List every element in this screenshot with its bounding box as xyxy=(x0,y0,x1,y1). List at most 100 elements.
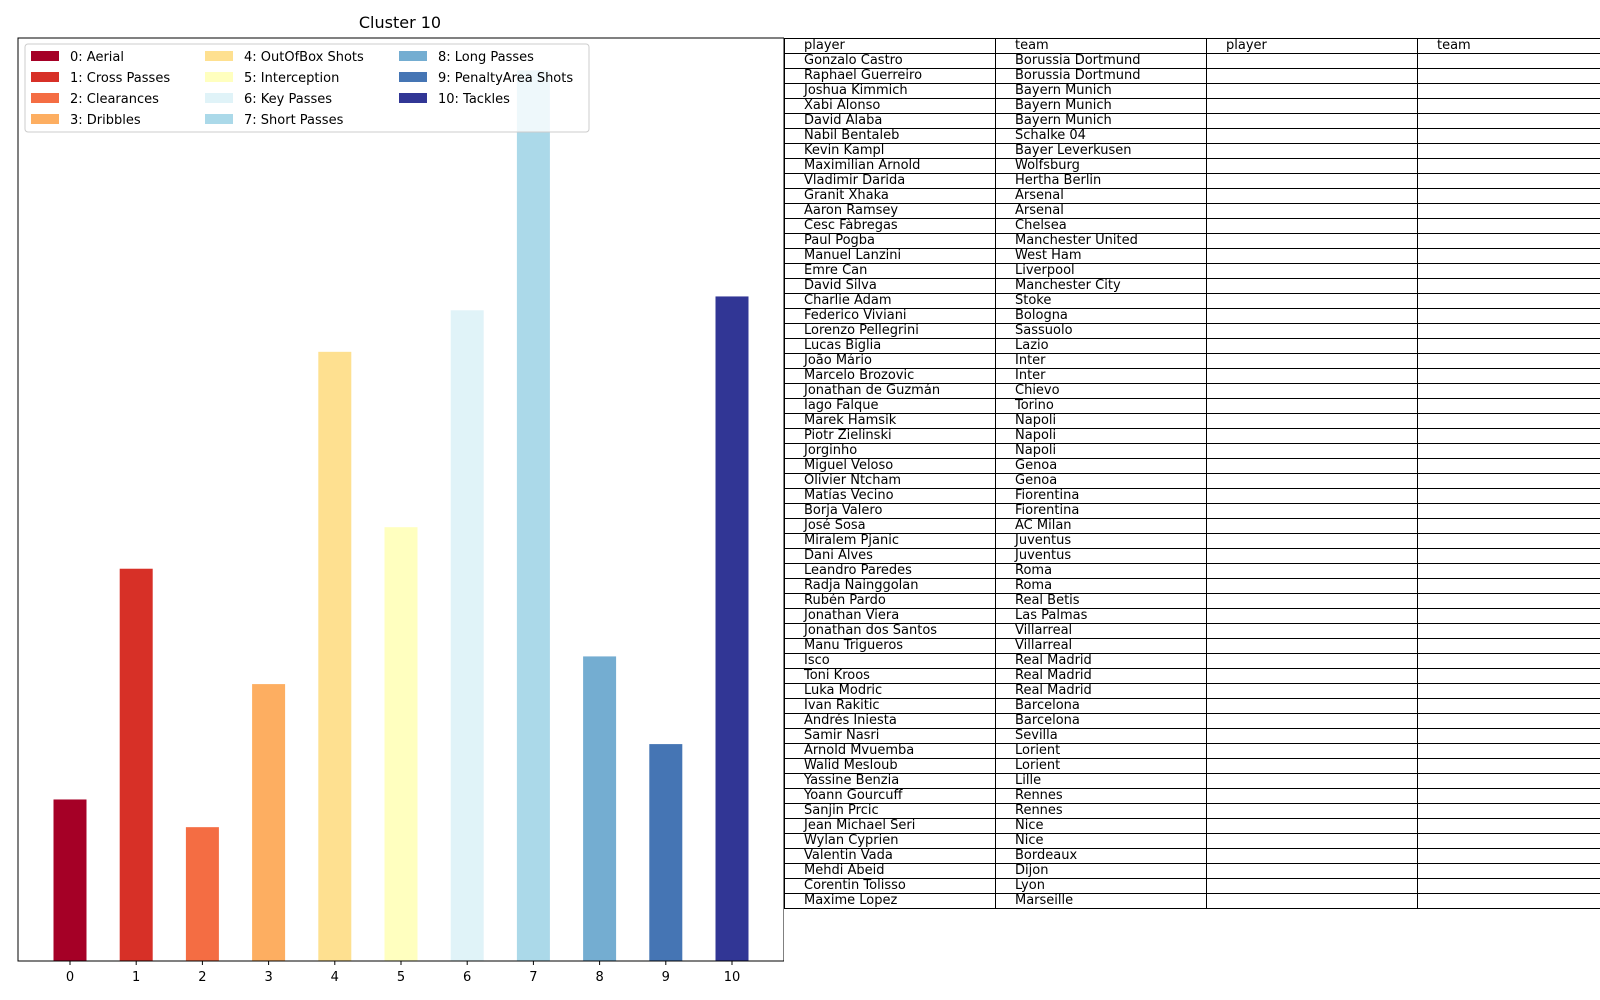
legend-label: 4: OutOfBox Shots xyxy=(244,50,364,65)
empty-cell xyxy=(1206,578,1418,594)
table-row: Charlie Adam Stoke xyxy=(784,293,1600,309)
empty-cell xyxy=(1206,323,1418,339)
table-row: Leandro Paredes Roma xyxy=(784,563,1600,579)
empty-cell xyxy=(1417,443,1600,459)
player-cell: Miguel Veloso xyxy=(784,458,996,474)
player-cell: Aaron Ramsey xyxy=(784,203,996,219)
player-cell: Yoann Gourcuff xyxy=(784,788,996,804)
team-cell: Inter xyxy=(995,368,1207,384)
empty-cell xyxy=(1417,233,1600,249)
empty-cell xyxy=(1206,278,1418,294)
player-table-panel: player team player team Gonzalo Castro Bo… xyxy=(784,38,1600,961)
player-cell: Samir Nasri xyxy=(784,728,996,744)
empty-cell xyxy=(1417,368,1600,384)
empty-cell xyxy=(1206,53,1418,69)
table-row: Gonzalo Castro Borussia Dortmund xyxy=(784,53,1600,69)
legend-label: 1: Cross Passes xyxy=(70,71,170,86)
bar-3 xyxy=(252,684,286,961)
team-cell: Real Madrid xyxy=(995,653,1207,669)
legend-label: 7: Short Passes xyxy=(244,113,344,128)
empty-cell xyxy=(1206,758,1418,774)
legend-swatch xyxy=(205,93,233,103)
team-cell: Fiorentina xyxy=(995,503,1207,519)
empty-cell xyxy=(1206,68,1418,84)
table-row: Miguel Veloso Genoa xyxy=(784,458,1600,474)
table-row: Marcelo Brozovic Inter xyxy=(784,368,1600,384)
empty-cell xyxy=(1417,623,1600,639)
team-cell: Bologna xyxy=(995,308,1207,324)
empty-cell xyxy=(1206,533,1418,549)
player-cell: Yassine Benzia xyxy=(784,773,996,789)
table-row: Nabil Bentaleb Schalke 04 xyxy=(784,128,1600,144)
bar-4 xyxy=(318,351,352,961)
table-row: Toni Kroos Real Madrid xyxy=(784,668,1600,684)
table-row: Lorenzo Pellegrini Sassuolo xyxy=(784,323,1600,339)
team-cell: Chelsea xyxy=(995,218,1207,234)
legend-frame xyxy=(24,43,590,133)
header-team-2: team xyxy=(1417,38,1600,54)
player-cell: Paul Pogba xyxy=(784,233,996,249)
empty-cell xyxy=(1417,413,1600,429)
team-cell: Sassuolo xyxy=(995,323,1207,339)
empty-cell xyxy=(1206,83,1418,99)
table-row: Maximilian Arnold Wolfsburg xyxy=(784,158,1600,174)
legend-swatch xyxy=(205,114,233,124)
empty-cell xyxy=(1206,593,1418,609)
table-row: Valentin Vada Bordeaux xyxy=(784,848,1600,864)
team-cell: Dijon xyxy=(995,863,1207,879)
empty-cell xyxy=(1417,203,1600,219)
empty-cell xyxy=(1206,128,1418,144)
team-cell: Villarreal xyxy=(995,623,1207,639)
player-cell: Borja Valero xyxy=(784,503,996,519)
team-cell: Manchester City xyxy=(995,278,1207,294)
legend-swatch xyxy=(31,72,59,82)
team-cell: Chievo xyxy=(995,383,1207,399)
empty-cell xyxy=(1206,473,1418,489)
x-tick-label: 10 xyxy=(724,970,741,985)
team-cell: Stoke xyxy=(995,293,1207,309)
empty-cell xyxy=(1417,113,1600,129)
team-cell: Arsenal xyxy=(995,188,1207,204)
empty-cell xyxy=(1206,893,1418,909)
table-row: Olivier Ntcham Genoa xyxy=(784,473,1600,489)
empty-cell xyxy=(1417,593,1600,609)
bars xyxy=(53,70,749,962)
empty-cell xyxy=(1206,293,1418,309)
player-table: player team player team Gonzalo Castro Bo… xyxy=(784,38,1600,909)
header-player-2: player xyxy=(1206,38,1418,54)
x-tick-label: 6 xyxy=(463,970,471,985)
player-cell: João Mário xyxy=(784,353,996,369)
table-row: Maxime Lopez Marseille xyxy=(784,893,1600,909)
empty-cell xyxy=(1206,158,1418,174)
legend-swatch xyxy=(399,93,427,103)
player-cell: Isco xyxy=(784,653,996,669)
empty-cell xyxy=(1417,728,1600,744)
table-row: Piotr Zielinski Napoli xyxy=(784,428,1600,444)
team-cell: Lyon xyxy=(995,878,1207,894)
empty-cell xyxy=(1417,428,1600,444)
empty-cell xyxy=(1417,503,1600,519)
empty-cell xyxy=(1206,773,1418,789)
bar-10 xyxy=(715,296,749,961)
player-cell: Manu Trigueros xyxy=(784,638,996,654)
player-cell: Gonzalo Castro xyxy=(784,53,996,69)
empty-cell xyxy=(1417,398,1600,414)
chart-title: Cluster 10 xyxy=(359,13,441,32)
team-cell: Liverpool xyxy=(995,263,1207,279)
table-row: David Silva Manchester City xyxy=(784,278,1600,294)
table-row: Corentin Tolisso Lyon xyxy=(784,878,1600,894)
table-row: Miralem Pjanic Juventus xyxy=(784,533,1600,549)
table-row: Marek Hamsik Napoli xyxy=(784,413,1600,429)
empty-cell xyxy=(1417,188,1600,204)
bar-5 xyxy=(384,527,418,961)
legend-swatch xyxy=(205,72,233,82)
player-cell: Lucas Biglia xyxy=(784,338,996,354)
table-row: Ivan Rakitic Barcelona xyxy=(784,698,1600,714)
table-row: Yassine Benzia Lille xyxy=(784,773,1600,789)
empty-cell xyxy=(1417,308,1600,324)
table-row: Iago Falque Torino xyxy=(784,398,1600,414)
player-cell: Lorenzo Pellegrini xyxy=(784,323,996,339)
x-tick-label: 3 xyxy=(264,970,272,985)
bar-0 xyxy=(53,799,87,961)
team-cell: Juventus xyxy=(995,548,1207,564)
